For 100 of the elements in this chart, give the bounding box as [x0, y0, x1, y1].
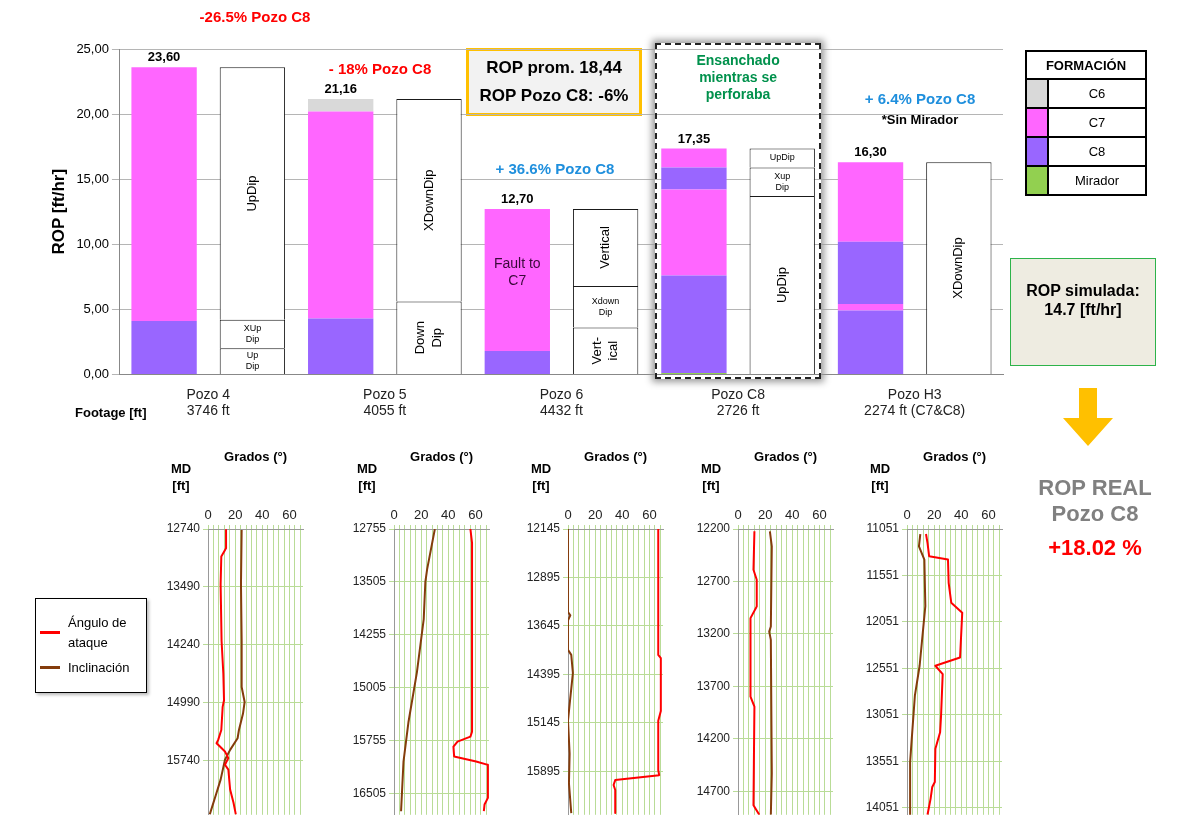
x-tick-label: 20 [413, 506, 429, 522]
y-tick-label: 14255 [352, 627, 387, 642]
y-axis-title: MD [ft] [700, 460, 722, 493]
x-axis-title: Grados (°) [754, 449, 817, 465]
x-tick-label: Pozo 4 3746 ft [186, 385, 231, 419]
data-label: XUp Dip [243, 322, 262, 345]
x-tick-label: 40 [441, 506, 456, 522]
data-label: XDownDip [950, 237, 966, 299]
bar [837, 310, 904, 374]
data-label: Vert- ical [589, 336, 621, 365]
y-tick-label: 12551 [865, 660, 900, 675]
y-tick-label: 15,00 [76, 170, 109, 186]
y-tick-label: 13051 [865, 707, 900, 722]
bar [661, 167, 727, 190]
total-label: 17,35 [677, 130, 711, 146]
bar [484, 209, 550, 351]
y-tick-label: 13645 [526, 618, 561, 633]
x-tick-label: 20 [227, 506, 243, 522]
y-tick-label: 12895 [526, 569, 561, 584]
bar [484, 350, 550, 374]
annotation: Fault to C7 [492, 255, 542, 289]
y-tick-label: 13490 [166, 579, 201, 594]
bar [131, 67, 197, 322]
data-label: Vertical [597, 226, 613, 269]
data-label: Down Dip [412, 321, 444, 355]
x-tick-label: 0 [390, 506, 398, 522]
bar [308, 318, 374, 374]
y-tick-label: 20,00 [76, 105, 109, 121]
y-axis-title: ROP [ft/hr] [48, 168, 68, 255]
y-tick-label: 12700 [696, 573, 731, 588]
legend-title: FORMACIÓN [1026, 51, 1146, 79]
x-tick-label: 0 [734, 506, 742, 522]
annotation: ROP Pozo C8: -6% [478, 86, 630, 107]
text: C8 [1048, 137, 1146, 166]
data-label: XDownDip [420, 169, 436, 231]
bar [308, 98, 374, 112]
y-tick-label: 16505 [352, 786, 387, 801]
y-tick-label: 15740 [166, 752, 201, 767]
x-tick-label: 0 [903, 506, 911, 522]
bar [661, 275, 727, 374]
total-label: 12,70 [501, 191, 534, 207]
data-label: UpDip [773, 266, 789, 304]
data-label: Xdown Dip [591, 295, 620, 317]
bar [661, 189, 727, 276]
legend-label: Inclinación [68, 659, 130, 677]
annotation: ROP prom. 18,44 [485, 58, 623, 79]
text: ROP REAL Pozo C8 [1037, 475, 1153, 528]
y-tick-label: 13505 [352, 574, 387, 589]
y-tick-label: 12200 [696, 521, 731, 536]
y-tick-label: 12145 [526, 521, 561, 536]
y-tick-label: 13551 [865, 753, 900, 768]
x-tick-label: 60 [282, 506, 297, 522]
x-tick-label: 60 [812, 506, 827, 522]
y-tick-label: 14395 [526, 666, 561, 681]
data-label: Xup Dip [774, 170, 791, 192]
total-label: 23,60 [147, 49, 181, 65]
y-axis-title: MD [ft] [356, 460, 378, 493]
x-axis-title: Grados (°) [584, 449, 647, 465]
y-tick-label: 0,00 [83, 365, 109, 381]
y-tick-label: 25,00 [76, 40, 109, 56]
y-tick-label: 12755 [352, 521, 387, 536]
y-tick-label: 14990 [166, 694, 201, 709]
y-tick-label: 14200 [696, 731, 731, 746]
x-tick-label: Pozo 6 4432 ft [539, 385, 584, 419]
annotation: - 18% Pozo C8 [327, 60, 433, 78]
bar [837, 162, 904, 242]
x-tick-label: Pozo C8 2726 ft [711, 385, 766, 419]
y-tick-label: 11051 [866, 521, 900, 536]
text: +18.02 % [1047, 535, 1143, 562]
legend-label: Mirador [1048, 166, 1146, 195]
x-tick-label: 40 [954, 506, 969, 522]
y-tick-label: 14051 [865, 800, 900, 815]
y-tick-label: 5,00 [83, 300, 109, 316]
x-tick-label: 20 [926, 506, 942, 522]
x-tick-label: Pozo 5 4055 ft [363, 385, 407, 419]
text: Footage [ft] [75, 405, 148, 421]
x-axis-title: Grados (°) [923, 449, 986, 465]
bar [837, 304, 904, 311]
annotation: + 36.6% Pozo C8 [494, 160, 616, 178]
x-tick-label: 20 [757, 506, 773, 522]
text: C6 [1048, 79, 1146, 108]
y-tick-label: 13200 [696, 626, 731, 641]
text: -26.5% Pozo C8 [198, 8, 312, 26]
y-axis-title: MD [ft] [869, 460, 891, 493]
y-tick-label: 15755 [352, 733, 387, 748]
data-label: Up Dip [245, 349, 260, 372]
annotation: + 6.4% Pozo C8 [863, 90, 977, 108]
x-tick-label: 40 [255, 506, 270, 522]
text: C7 [1048, 108, 1146, 137]
y-tick-label: 14700 [696, 783, 731, 798]
x-tick-label: Pozo H3 2274 ft (C7&C8) [864, 385, 966, 419]
x-axis-title: Grados (°) [224, 449, 287, 465]
x-tick-label: 40 [785, 506, 800, 522]
data-label: UpDip [769, 152, 795, 163]
x-tick-label: 20 [587, 506, 603, 522]
annotation: Ensanchado mientras se perforaba [695, 52, 781, 103]
bar [131, 321, 197, 374]
text: ROP simulada: 14.7 [ft/hr] [1010, 258, 1156, 366]
x-tick-label: 60 [642, 506, 657, 522]
legend-label: Ángulo de ataque [68, 614, 128, 652]
